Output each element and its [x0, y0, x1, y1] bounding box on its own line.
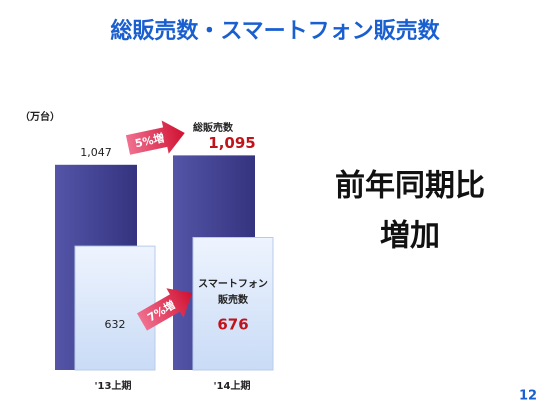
- x-tick-label: '13上期: [95, 379, 132, 392]
- arrow-shape: [125, 120, 185, 155]
- unit-label: （万台）: [20, 110, 60, 123]
- bar: [192, 237, 274, 371]
- value-label: 1,095: [208, 134, 255, 152]
- bar: [74, 245, 156, 371]
- growth-label: 5%増: [134, 130, 166, 150]
- series-label: スマートフォン: [198, 278, 268, 290]
- x-tick-label: '14上期: [214, 379, 251, 392]
- value-label: 632: [105, 318, 126, 331]
- value-label: 676: [217, 316, 248, 334]
- message: 前年同期比: [335, 169, 485, 204]
- arrow-shape: [137, 288, 193, 331]
- series-label: 販売数: [218, 293, 249, 306]
- growth-arrow: 5%増: [125, 120, 185, 155]
- message: 増加: [380, 219, 440, 254]
- series-label: 総販売数: [193, 121, 234, 134]
- value-label: 1,047: [80, 146, 112, 159]
- title: 総販売数・スマートフォン販売数: [110, 18, 440, 44]
- page-number: 12: [519, 389, 537, 404]
- plot: '13上期 '14上期: [55, 155, 274, 392]
